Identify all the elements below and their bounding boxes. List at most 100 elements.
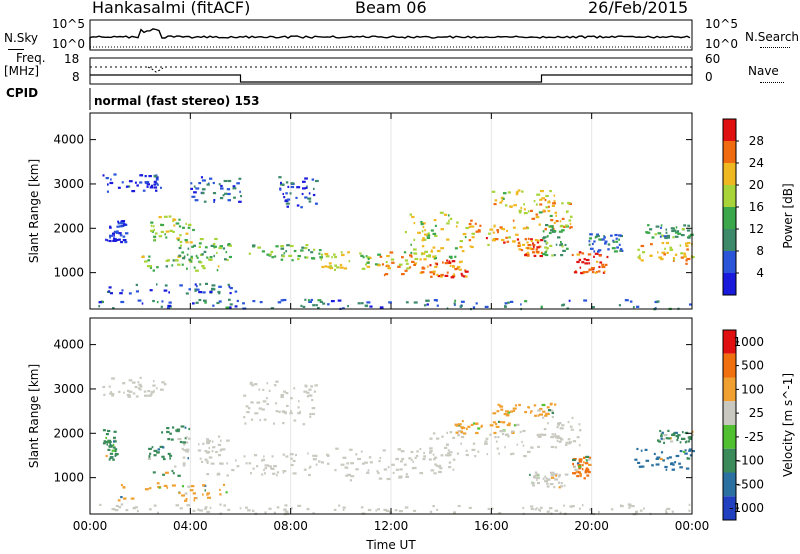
data-cell: [280, 245, 284, 248]
data-cell: [190, 255, 193, 258]
data-cell: [273, 384, 277, 387]
data-cell: [452, 436, 456, 439]
data-cell: [671, 229, 675, 233]
data-cell: [477, 229, 481, 232]
data-cell: [188, 437, 191, 440]
data-cell: [460, 442, 462, 445]
data-cell: [128, 379, 133, 382]
data-cell: [527, 450, 531, 453]
data-cell: [568, 441, 572, 444]
data-cell: [471, 245, 474, 249]
data-cell: [683, 224, 687, 227]
data-cell: [598, 254, 602, 257]
data-cell: [581, 504, 584, 507]
data-cell: [131, 381, 136, 384]
data-cell: [667, 437, 671, 440]
data-cell: [113, 173, 117, 176]
data-cell: [643, 507, 645, 510]
data-cell: [553, 230, 557, 233]
data-cell: [166, 427, 170, 430]
data-cell: [492, 412, 497, 415]
data-cell: [509, 300, 514, 303]
data-cell: [223, 504, 226, 507]
data-cell: [510, 410, 513, 413]
data-cell: [308, 466, 311, 469]
data-cell: [166, 307, 171, 310]
data-cell: [568, 299, 571, 302]
data-cell: [172, 259, 175, 262]
data-cell: [484, 305, 489, 308]
data-cell: [282, 422, 285, 425]
data-cell: [438, 470, 442, 474]
data-cell: [526, 254, 530, 257]
data-cell: [162, 446, 165, 449]
data-cell: [444, 274, 449, 277]
data-cell: [534, 414, 537, 417]
data-cell: [105, 238, 107, 241]
data-cell: [199, 509, 204, 512]
data-cell: [183, 449, 186, 452]
data-cell: [108, 290, 110, 293]
data-cell: [579, 473, 582, 476]
data-cell: [651, 464, 654, 467]
data-cell: [500, 408, 504, 411]
data-cell: [532, 484, 535, 487]
data-cell: [227, 243, 231, 246]
data-cell: [593, 255, 595, 258]
data-cell: [579, 507, 581, 510]
range-tick-label: 2000: [53, 426, 84, 440]
data-cell: [436, 508, 439, 511]
data-cell: [184, 239, 188, 242]
data-cell: [147, 265, 150, 268]
data-cell: [102, 429, 106, 432]
data-cell: [175, 222, 180, 225]
data-cell: [553, 254, 556, 257]
data-cell: [120, 503, 124, 506]
data-cell: [561, 217, 565, 220]
data-cell: [270, 307, 275, 310]
data-cell: [678, 462, 681, 465]
data-cell: [182, 464, 186, 467]
data-cell: [114, 450, 117, 453]
data-cell: [219, 245, 223, 248]
data-cell: [281, 255, 285, 258]
data-cell: [501, 199, 504, 202]
data-cell: [186, 253, 189, 256]
data-cell: [659, 457, 663, 461]
data-cell: [153, 238, 156, 241]
data-cell: [201, 192, 205, 195]
data-cell: [318, 249, 322, 252]
data-cell: [545, 194, 549, 198]
data-cell: [290, 457, 293, 460]
data-cell: [102, 442, 106, 445]
data-cell: [229, 292, 232, 295]
data-cell: [413, 301, 418, 304]
data-cell: [548, 205, 550, 208]
data-cell: [250, 401, 254, 404]
data-cell: [184, 437, 187, 440]
data-cell: [159, 388, 164, 391]
data-cell: [306, 508, 310, 511]
data-cell: [597, 249, 602, 252]
data-cell: [550, 471, 552, 474]
data-cell: [448, 466, 452, 469]
data-cell: [656, 456, 661, 459]
data-cell: [124, 241, 128, 244]
data-cell: [673, 258, 676, 261]
data-cell: [167, 438, 171, 441]
data-cell: [594, 271, 597, 274]
data-cell: [367, 257, 370, 261]
velocity-colorbar-label: Velocity [m s^-1]: [781, 372, 795, 478]
data-cell: [666, 251, 669, 254]
data-cell: [166, 430, 170, 434]
data-cell: [464, 270, 469, 273]
data-cell: [475, 422, 479, 425]
data-cell: [166, 486, 169, 489]
data-cell: [520, 303, 522, 306]
data-cell: [637, 248, 640, 251]
data-cell: [240, 195, 242, 198]
velocity-data-cells: [99, 376, 695, 516]
data-cell: [263, 455, 265, 458]
data-cell: [282, 453, 285, 456]
